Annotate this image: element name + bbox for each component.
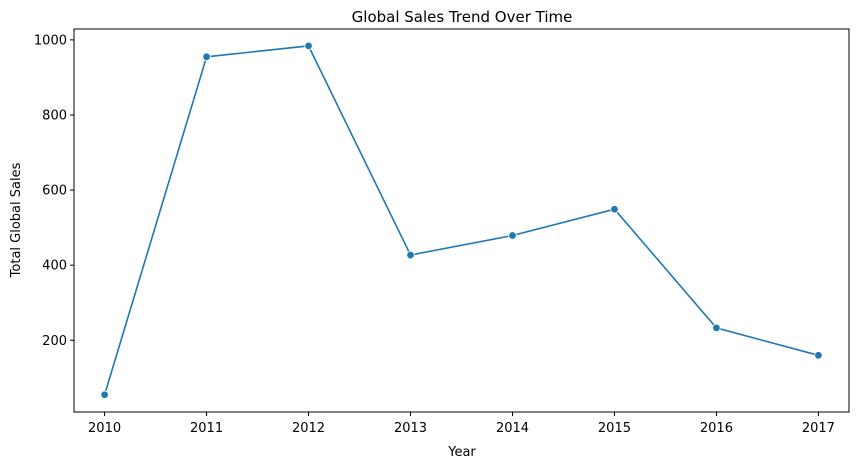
data-point-marker (304, 41, 313, 51)
x-tick-label: 2011 (190, 421, 223, 436)
data-point-marker (508, 231, 517, 240)
y-tick-label: 200 (42, 334, 67, 349)
data-point-marker (202, 52, 211, 61)
data-point-marker (610, 205, 619, 214)
series-markers (100, 41, 823, 399)
y-tick-label: 800 (42, 108, 67, 123)
y-axis: 200 400 600 800 1000 (34, 33, 74, 349)
y-axis-label: Total Global Sales (9, 162, 24, 278)
x-tick-label: 2016 (700, 421, 733, 436)
x-tick-label: 2013 (394, 421, 427, 436)
series-line (103, 45, 819, 395)
data-point-marker (100, 390, 109, 399)
x-tick-label: 2015 (598, 421, 631, 436)
y-tick-label: 600 (42, 184, 67, 199)
plot-area-frame (73, 28, 850, 413)
chart-title: Global Sales Trend Over Time (352, 8, 573, 26)
x-tick-label: 2010 (88, 421, 121, 436)
x-tick-label: 2017 (802, 421, 835, 436)
data-point-marker (814, 351, 823, 360)
x-axis: 2010 2011 2012 2013 2014 2015 2016 2017 (88, 412, 835, 436)
x-tick-label: 2012 (292, 421, 325, 436)
x-tick-label: 2014 (496, 421, 529, 436)
y-tick-label: 400 (42, 259, 67, 274)
x-axis-label: Year (447, 445, 476, 460)
y-tick-label: 1000 (34, 33, 67, 48)
data-point-marker (712, 323, 721, 333)
data-point-marker (406, 250, 415, 260)
